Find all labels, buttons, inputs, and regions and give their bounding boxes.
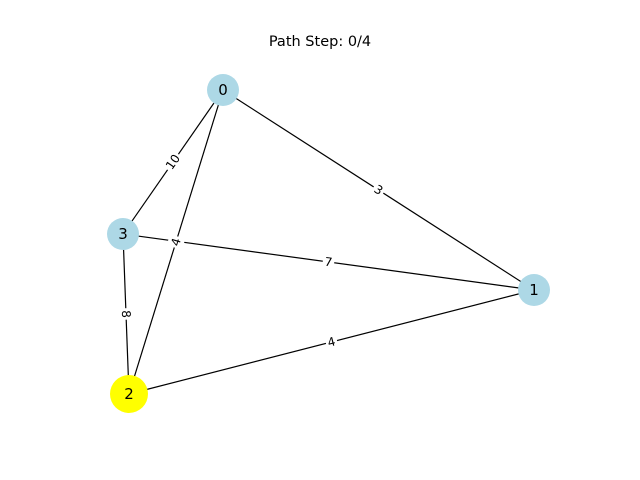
node-circle-highlighted bbox=[110, 375, 148, 413]
figure-title: Path Step: 0/4 bbox=[268, 34, 372, 50]
node-2: 2 bbox=[110, 375, 148, 413]
nodes-layer: 0 1 2 3 bbox=[107, 74, 550, 413]
node-label: 3 bbox=[118, 225, 128, 243]
edge-weight-3-1: 7 bbox=[321, 253, 336, 271]
edge-weight-0-1: 3 bbox=[369, 180, 388, 200]
node-0: 0 bbox=[207, 74, 239, 106]
node-label: 0 bbox=[218, 81, 228, 99]
edge-weight-0-2: 4 bbox=[166, 234, 186, 250]
edge-weight-background bbox=[369, 180, 388, 200]
edge-weight-2-1: 4 bbox=[323, 332, 340, 352]
edge-weight-text: 8 bbox=[119, 310, 133, 318]
node-label: 2 bbox=[124, 385, 134, 403]
node-label: 1 bbox=[529, 281, 539, 299]
edge-weight-text: 10 bbox=[163, 152, 183, 173]
edge-labels-layer: 10 3 4 7 8 4 bbox=[117, 149, 388, 352]
edge-weight-text: 7 bbox=[324, 255, 333, 270]
node-3: 3 bbox=[107, 218, 139, 250]
edge-weight-background bbox=[323, 332, 340, 352]
edge-weight-0-3: 10 bbox=[161, 149, 185, 175]
node-circle bbox=[107, 218, 139, 250]
edge-weight-text: 4 bbox=[168, 236, 184, 247]
node-1: 1 bbox=[518, 274, 550, 306]
edge-weight-3-2: 8 bbox=[117, 307, 135, 321]
edge-weight-background bbox=[117, 307, 135, 321]
node-circle bbox=[207, 74, 239, 106]
node-circle bbox=[518, 274, 550, 306]
edge-weight-text: 4 bbox=[326, 334, 337, 349]
edge-weight-background bbox=[321, 253, 336, 271]
edge-weight-background bbox=[161, 149, 185, 175]
edge-weight-background bbox=[166, 234, 186, 250]
